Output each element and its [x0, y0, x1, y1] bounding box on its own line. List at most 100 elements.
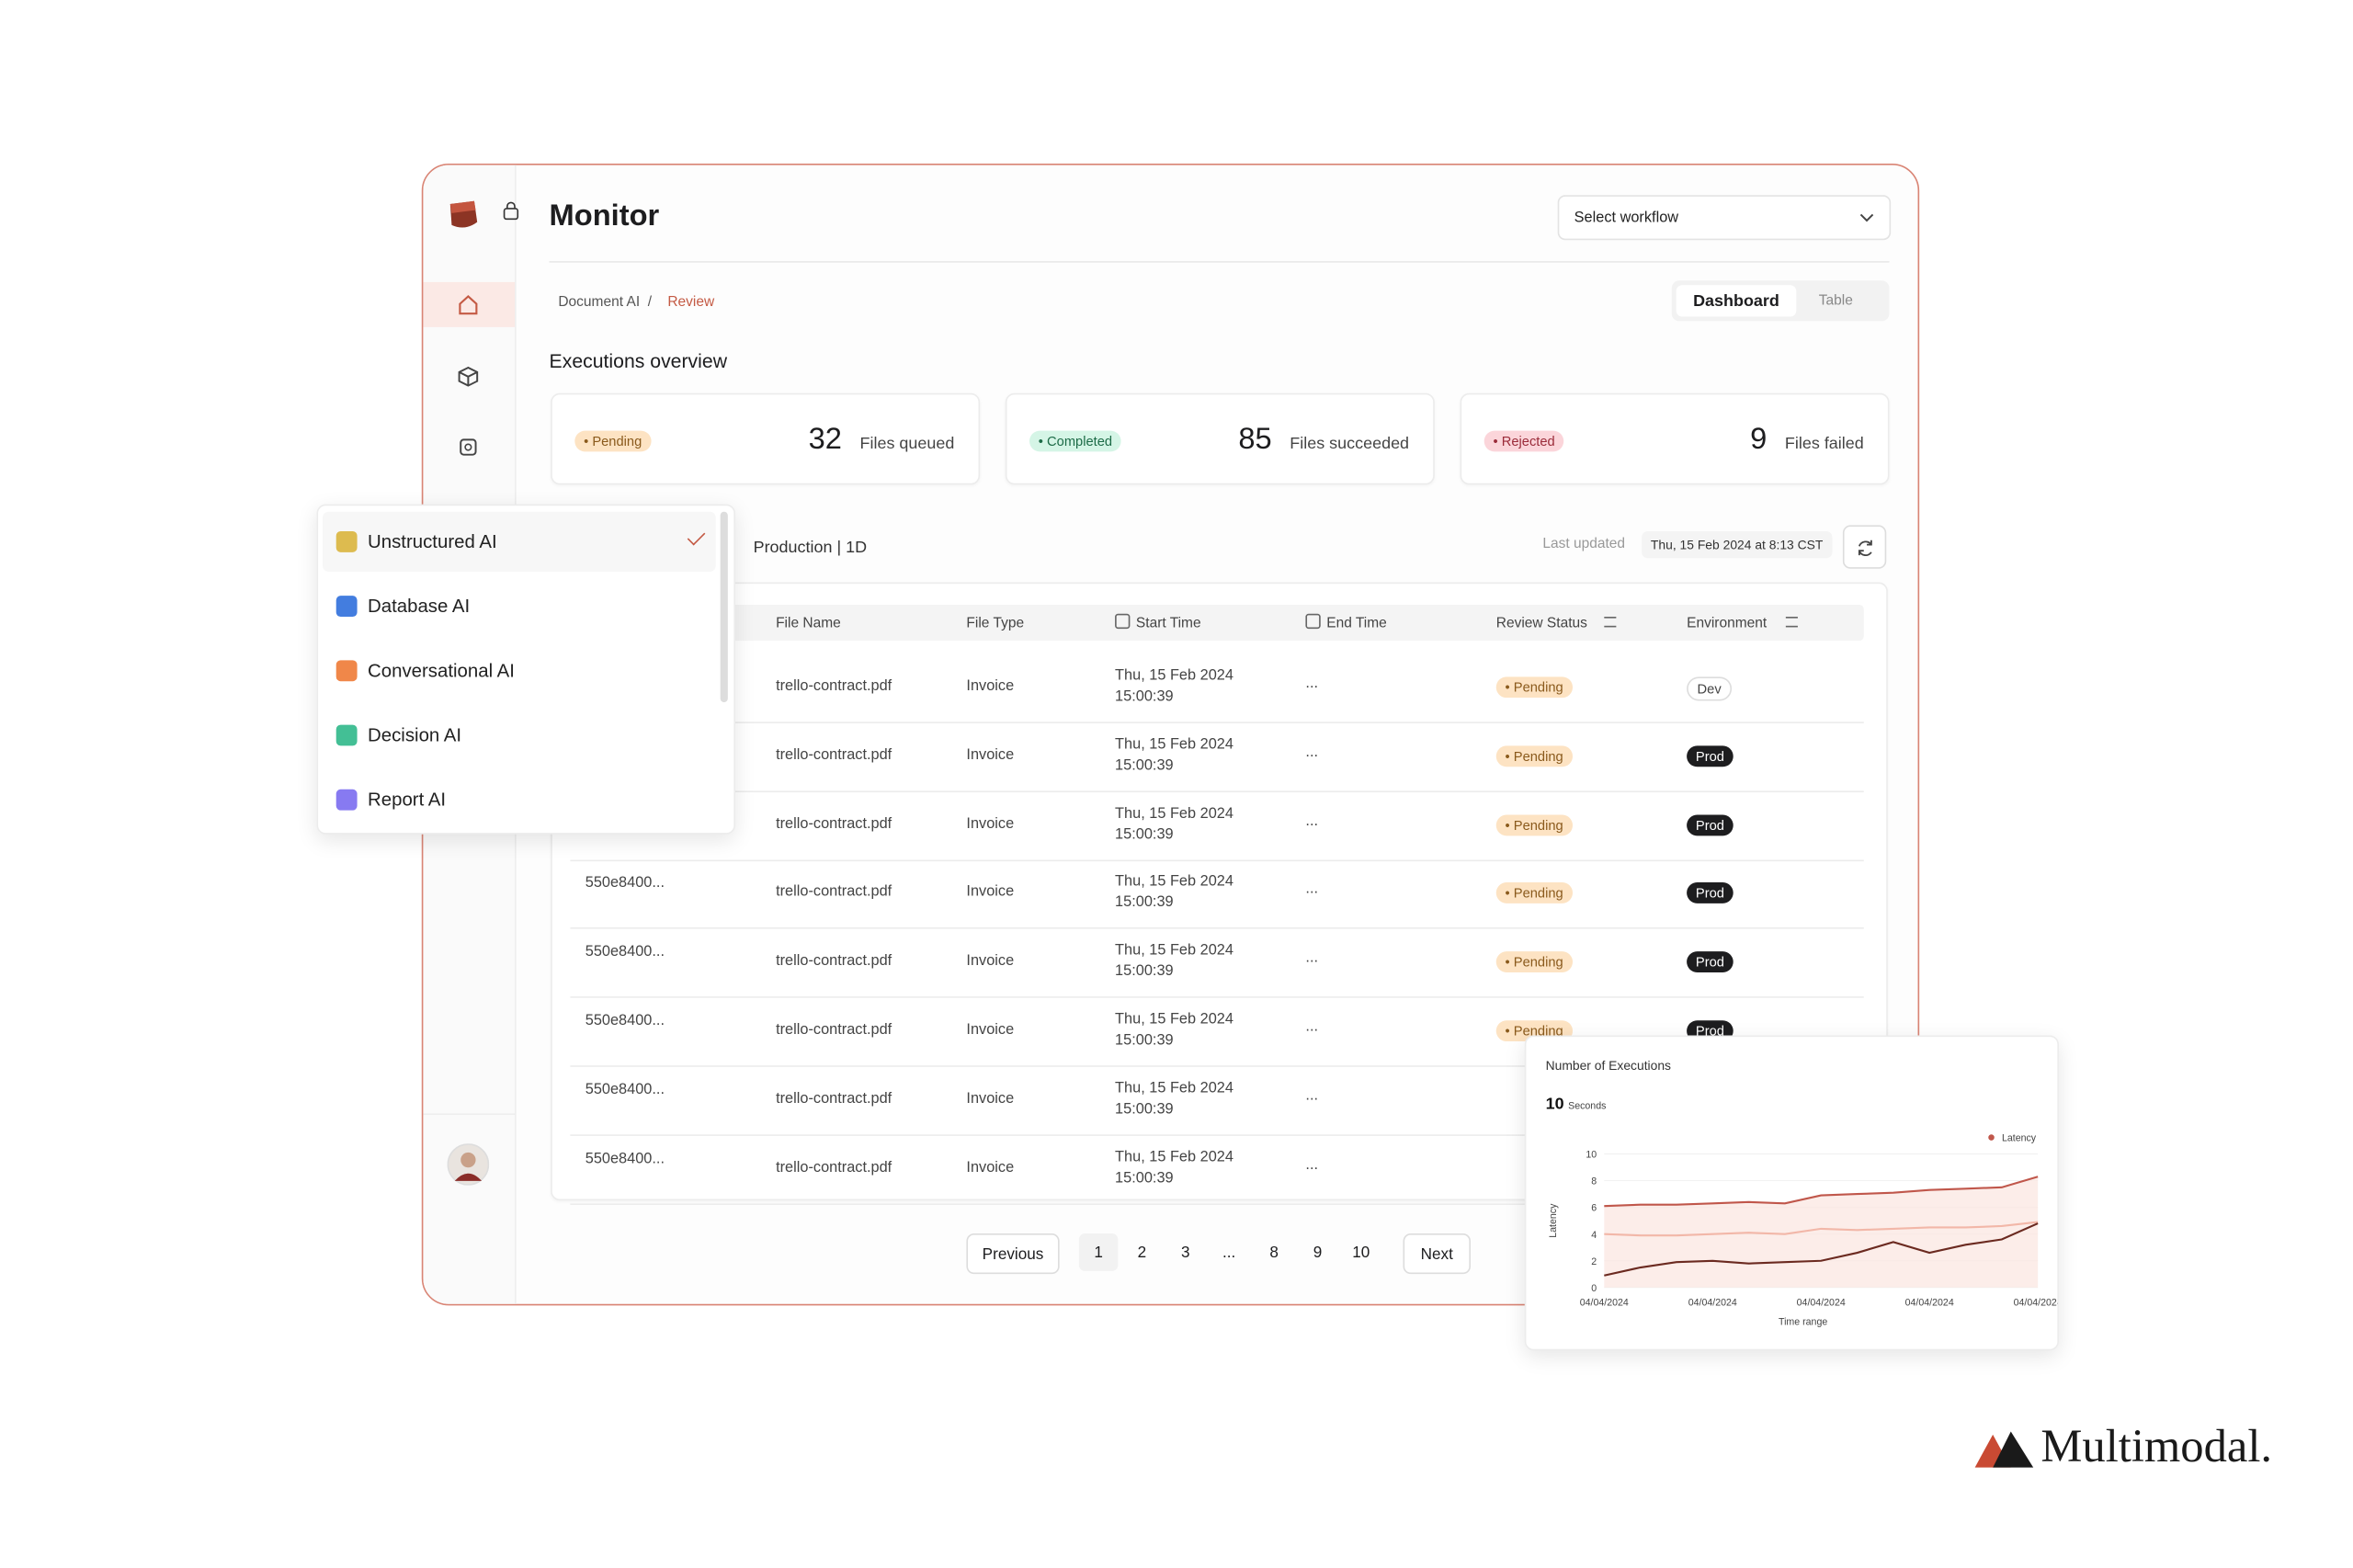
start-time: 15:00:39 — [1115, 963, 1174, 981]
row-id: 550e8400... — [585, 944, 665, 961]
chart-unit: Seconds — [1568, 1101, 1606, 1112]
column-header: File Type — [966, 615, 1025, 632]
status-badge: • Pending — [574, 430, 652, 452]
refresh-icon — [1858, 539, 1871, 556]
stat-count: 85 — [1238, 423, 1272, 457]
legend-dot — [1988, 1134, 1995, 1141]
page-button[interactable]: ... — [1222, 1243, 1236, 1262]
file-name: trello-contract.pdf — [776, 746, 892, 764]
previous-button[interactable]: Previous — [966, 1233, 1060, 1275]
end-time: ... — [1305, 1018, 1319, 1036]
chart-panel: Number of Executions 10 Seconds Latency 0 2 4 6… — [1524, 1035, 2063, 1351]
divider — [549, 261, 1890, 263]
badge-text: Pending — [592, 433, 642, 449]
status-badge: • Pending — [1495, 676, 1573, 699]
column-header: Environment — [1687, 615, 1768, 632]
workflow-select[interactable]: Select workflow — [1557, 195, 1892, 241]
item-icon — [335, 660, 358, 682]
stat-count: 32 — [808, 423, 842, 457]
area — [1604, 1176, 2039, 1288]
refresh-button[interactable] — [1842, 525, 1887, 569]
row-id: 550e8400... — [585, 875, 665, 892]
y-tick-label: 6 — [1591, 1203, 1597, 1214]
row-id: 550e8400... — [585, 1150, 665, 1167]
stat-label: Files queued — [859, 435, 955, 454]
env-badge: Dev — [1687, 676, 1733, 701]
badge-text: Pending — [1513, 1023, 1563, 1039]
start-date: Thu, 15 Feb 2024 — [1115, 667, 1233, 685]
nav-active[interactable] — [423, 281, 515, 327]
tab[interactable]: Table — [1818, 292, 1853, 310]
file-type: Invoice — [966, 1159, 1015, 1176]
tab-active[interactable]: Dashboard — [1676, 285, 1797, 317]
breadcrumb-item[interactable]: Document AI — [558, 294, 641, 311]
page-button[interactable]: 3 — [1181, 1243, 1190, 1262]
row-divider — [570, 722, 1864, 723]
dropdown: Unstructured AI Database AI Conversational… — [316, 504, 735, 835]
badge-text: Completed — [1047, 433, 1113, 449]
dropdown-item[interactable]: Database AI — [367, 596, 471, 618]
dropdown-item[interactable]: Report AI — [367, 789, 447, 811]
badge-text: Pending — [1513, 885, 1563, 902]
home-icon[interactable] — [458, 294, 479, 315]
settings-icon[interactable] — [458, 437, 479, 458]
next-button[interactable]: Next — [1403, 1233, 1471, 1275]
dropdown-item[interactable]: Decision AI — [367, 724, 462, 746]
x-tick-label: 04/04/2024 — [1580, 1297, 1629, 1308]
env-badge: Prod — [1687, 745, 1733, 767]
box-icon[interactable] — [458, 366, 479, 387]
end-time: ... — [1305, 1087, 1319, 1105]
breadcrumb-item[interactable]: Review — [667, 294, 715, 311]
file-name: trello-contract.pdf — [776, 677, 892, 695]
stat-label: Files succeeded — [1290, 435, 1410, 454]
filter-icon — [1604, 617, 1617, 628]
chart-value: 10 — [1546, 1095, 1564, 1113]
column-header: Start Time — [1135, 615, 1201, 632]
row-id: 550e8400... — [585, 1013, 665, 1029]
page-button[interactable]: 9 — [1313, 1243, 1323, 1262]
file-type: Invoice — [966, 953, 1015, 970]
start-date: Thu, 15 Feb 2024 — [1115, 873, 1233, 891]
section-title: Executions overview — [549, 349, 728, 372]
breadcrumb-separator: / — [647, 294, 653, 311]
end-time: ... — [1305, 744, 1319, 761]
file-type: Invoice — [966, 677, 1015, 695]
page-button[interactable]: 1 — [1078, 1233, 1119, 1271]
status-badge: • Rejected — [1483, 430, 1564, 452]
chevron — [1859, 213, 1874, 222]
file-name: trello-contract.pdf — [776, 1021, 892, 1039]
row-divider — [570, 1202, 1864, 1205]
status-badge: • Pending — [1495, 882, 1573, 904]
dropdown-item[interactable]: Conversational AI — [367, 660, 515, 682]
page-button[interactable]: 2 — [1137, 1243, 1147, 1262]
environment-filter[interactable]: Production | 1D — [753, 539, 868, 557]
end-time: ... — [1305, 1156, 1319, 1174]
start-time: 15:00:39 — [1115, 1169, 1174, 1187]
file-name: trello-contract.pdf — [776, 953, 892, 970]
start-date: Thu, 15 Feb 2024 — [1115, 1011, 1233, 1028]
file-name: trello-contract.pdf — [776, 1090, 892, 1108]
env-badge: Prod — [1687, 813, 1733, 835]
y-tick-label: 8 — [1591, 1176, 1597, 1187]
stat-label: Files failed — [1784, 435, 1864, 454]
end-time: ... — [1305, 812, 1319, 830]
table-header — [570, 604, 1864, 642]
item-icon — [335, 530, 358, 552]
start-date: Thu, 15 Feb 2024 — [1115, 942, 1233, 960]
row-divider — [570, 1065, 1864, 1067]
last-updated: Thu, 15 Feb 2024 at 8:13 CST — [1642, 530, 1833, 559]
status-badge: • Pending — [1495, 745, 1573, 767]
page-button[interactable]: 8 — [1269, 1243, 1279, 1262]
item-icon — [335, 724, 358, 746]
avatar[interactable] — [447, 1143, 490, 1186]
file-name: trello-contract.pdf — [776, 884, 892, 902]
calendar-icon — [1115, 613, 1131, 630]
dropdown-item[interactable]: Unstructured AI — [367, 530, 497, 552]
selected-row — [323, 511, 716, 573]
badge-text: Pending — [1513, 954, 1563, 970]
page-button[interactable]: 10 — [1352, 1243, 1370, 1262]
row-divider — [570, 790, 1864, 792]
start-time: 15:00:39 — [1115, 894, 1174, 912]
column-header: File Name — [776, 615, 841, 632]
x-axis-label: Time range — [1779, 1317, 1827, 1328]
